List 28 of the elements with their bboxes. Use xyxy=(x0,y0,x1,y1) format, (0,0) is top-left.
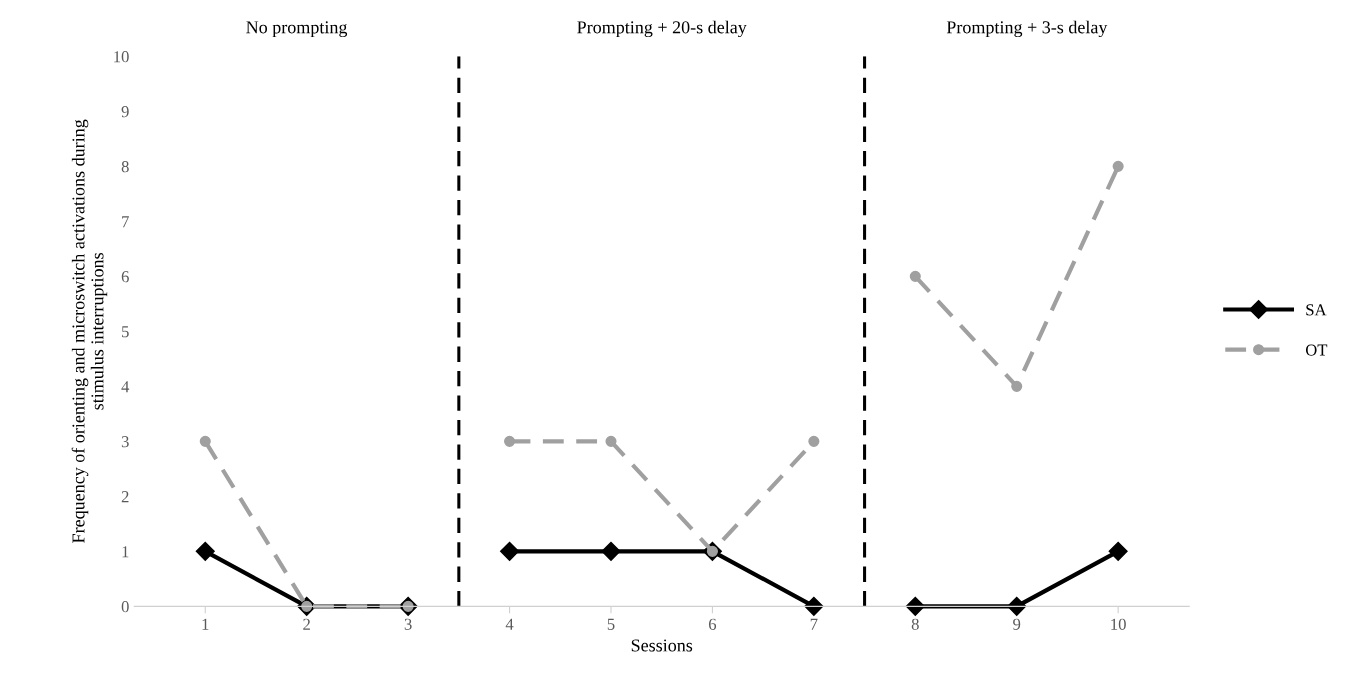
y-tick-label: 8 xyxy=(121,161,129,173)
y-tick-label: 1 xyxy=(122,546,129,558)
x-tick-label: 9 xyxy=(1013,618,1021,630)
x-axis-title: Sessions xyxy=(631,639,693,652)
x-tick-label: 8 xyxy=(911,618,919,630)
x-tick-label: 3 xyxy=(404,618,412,630)
y-tick-label: 7 xyxy=(122,216,129,228)
y-tick-label: 5 xyxy=(122,326,129,338)
text: No prompting xyxy=(246,21,348,38)
y-tick-label: 4 xyxy=(121,381,130,393)
x-tick-label: 6 xyxy=(708,618,717,630)
y-axis-title: Frequency of orienting and microswitch activations during stimulus interruptions xyxy=(71,119,108,543)
x-tick-label: 7 xyxy=(810,618,818,630)
y-tick-label: 3 xyxy=(121,436,129,448)
legend-label: OT xyxy=(1305,344,1328,356)
x-tick-label: 4 xyxy=(505,618,514,630)
legend-label: SA xyxy=(1306,304,1327,316)
x-tick-label: 10 xyxy=(1111,618,1126,630)
y-tick-label: 2 xyxy=(121,491,129,503)
x-tick-label: 1 xyxy=(202,618,209,630)
y-tick-label: 0 xyxy=(121,601,129,613)
text: Prompting + 20-s delay xyxy=(577,20,747,38)
text: Prompting + 3-s delay xyxy=(946,20,1108,38)
x-tick-label: 5 xyxy=(607,618,615,630)
y-tick-label: 9 xyxy=(121,106,129,118)
y-tick-label: 6 xyxy=(121,271,129,283)
x-tick-label: 2 xyxy=(303,618,310,630)
y-tick-label: 10 xyxy=(114,51,129,63)
